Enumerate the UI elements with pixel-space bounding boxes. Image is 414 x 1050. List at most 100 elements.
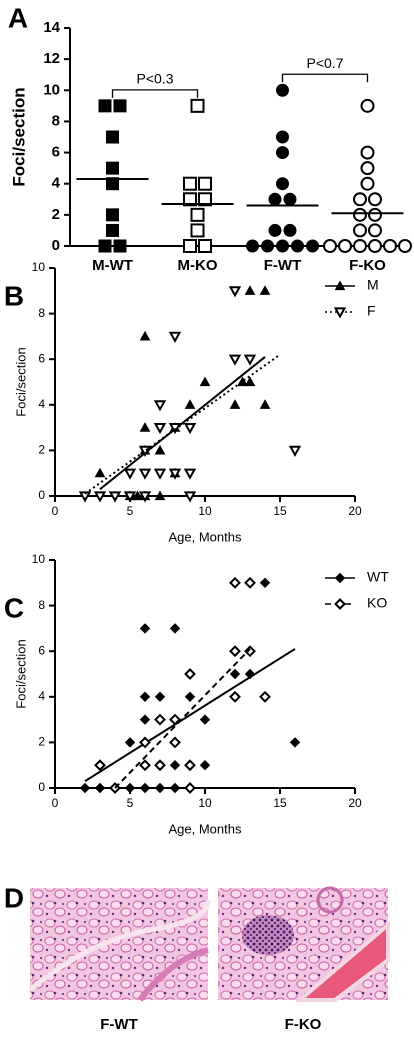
marker	[360, 176, 375, 191]
marker	[168, 331, 182, 343]
marker	[353, 239, 367, 253]
y-tick-label: 8	[52, 112, 60, 129]
marker	[106, 161, 119, 175]
marker	[199, 759, 211, 771]
marker	[244, 376, 256, 387]
marker	[139, 782, 151, 794]
panel-label: B	[4, 280, 24, 311]
marker	[276, 130, 289, 144]
marker	[353, 207, 367, 222]
y-tick-label: 0	[38, 780, 45, 794]
marker	[288, 445, 302, 457]
marker	[106, 208, 119, 222]
marker	[368, 239, 382, 253]
marker	[244, 645, 256, 658]
marker	[259, 690, 271, 703]
marker	[106, 130, 119, 144]
marker	[276, 146, 289, 160]
marker	[94, 782, 106, 794]
micrograph-ko	[218, 886, 390, 1002]
y-axis-title: Foci/section	[9, 87, 28, 186]
panel-label: D	[4, 882, 24, 913]
marker	[190, 223, 205, 238]
marker	[246, 239, 259, 253]
marker	[79, 782, 91, 794]
legend-label: M	[367, 277, 379, 293]
marker	[154, 759, 166, 772]
marker	[123, 468, 137, 480]
marker	[244, 285, 256, 295]
y-tick-label: 8	[38, 598, 45, 612]
marker	[283, 192, 297, 206]
marker	[183, 239, 197, 253]
y-tick-label: 0	[52, 237, 60, 254]
y-tick-label: 2	[52, 206, 60, 223]
x-tick-label: M-KO	[178, 257, 218, 274]
marker	[154, 691, 166, 703]
marker	[229, 668, 241, 680]
marker	[183, 192, 197, 207]
marker	[106, 223, 119, 237]
marker	[184, 691, 196, 703]
y-tick-label: 12	[43, 50, 60, 67]
legend-marker	[334, 598, 346, 610]
x-tick-label: 15	[273, 796, 287, 810]
marker	[78, 491, 92, 503]
marker	[132, 490, 143, 501]
marker	[198, 176, 212, 191]
image-label: F-WT	[100, 1016, 137, 1033]
x-axis-title: Age, Months	[169, 821, 242, 836]
marker	[169, 623, 181, 634]
marker	[283, 223, 297, 237]
y-axis-title: Foci/section	[13, 639, 28, 708]
x-axis-title: Age, Months	[169, 529, 242, 544]
marker	[139, 691, 151, 703]
significance-bracket	[111, 89, 199, 98]
marker	[153, 400, 167, 412]
significance-bracket	[281, 73, 369, 83]
marker	[169, 713, 181, 726]
marker	[268, 192, 282, 206]
y-tick-label: 10	[43, 81, 60, 98]
marker	[94, 467, 106, 478]
marker	[139, 714, 151, 725]
y-tick-label: 4	[52, 175, 61, 192]
y-tick-label: 10	[32, 552, 46, 566]
marker	[108, 491, 122, 503]
x-tick-label: 10	[198, 796, 212, 810]
marker	[183, 468, 197, 480]
x-tick-label: 15	[273, 504, 287, 518]
marker	[199, 714, 211, 725]
panel-label: C	[4, 592, 24, 623]
marker	[154, 490, 166, 501]
y-tick-label: 14	[43, 19, 60, 36]
marker	[353, 192, 367, 207]
marker	[169, 759, 181, 771]
micrograph-wt	[28, 888, 211, 1002]
legend-marker	[334, 280, 346, 291]
marker	[169, 736, 181, 749]
legend-label: F	[367, 303, 376, 319]
marker	[138, 468, 152, 480]
y-tick-label: 0	[38, 488, 45, 502]
y-axis-title: Foci/section	[13, 347, 28, 416]
marker	[168, 423, 182, 435]
marker	[289, 737, 301, 748]
marker	[138, 491, 152, 503]
marker	[93, 491, 107, 503]
marker	[243, 354, 257, 366]
marker	[259, 399, 271, 409]
marker	[268, 223, 282, 237]
marker	[323, 239, 337, 253]
y-tick-label: 2	[38, 443, 45, 457]
marker	[228, 354, 242, 366]
marker	[184, 668, 196, 680]
marker	[383, 239, 397, 253]
marker	[360, 145, 375, 160]
y-tick-label: 6	[52, 144, 60, 161]
marker	[124, 782, 136, 794]
marker	[198, 192, 212, 207]
marker	[139, 623, 151, 634]
